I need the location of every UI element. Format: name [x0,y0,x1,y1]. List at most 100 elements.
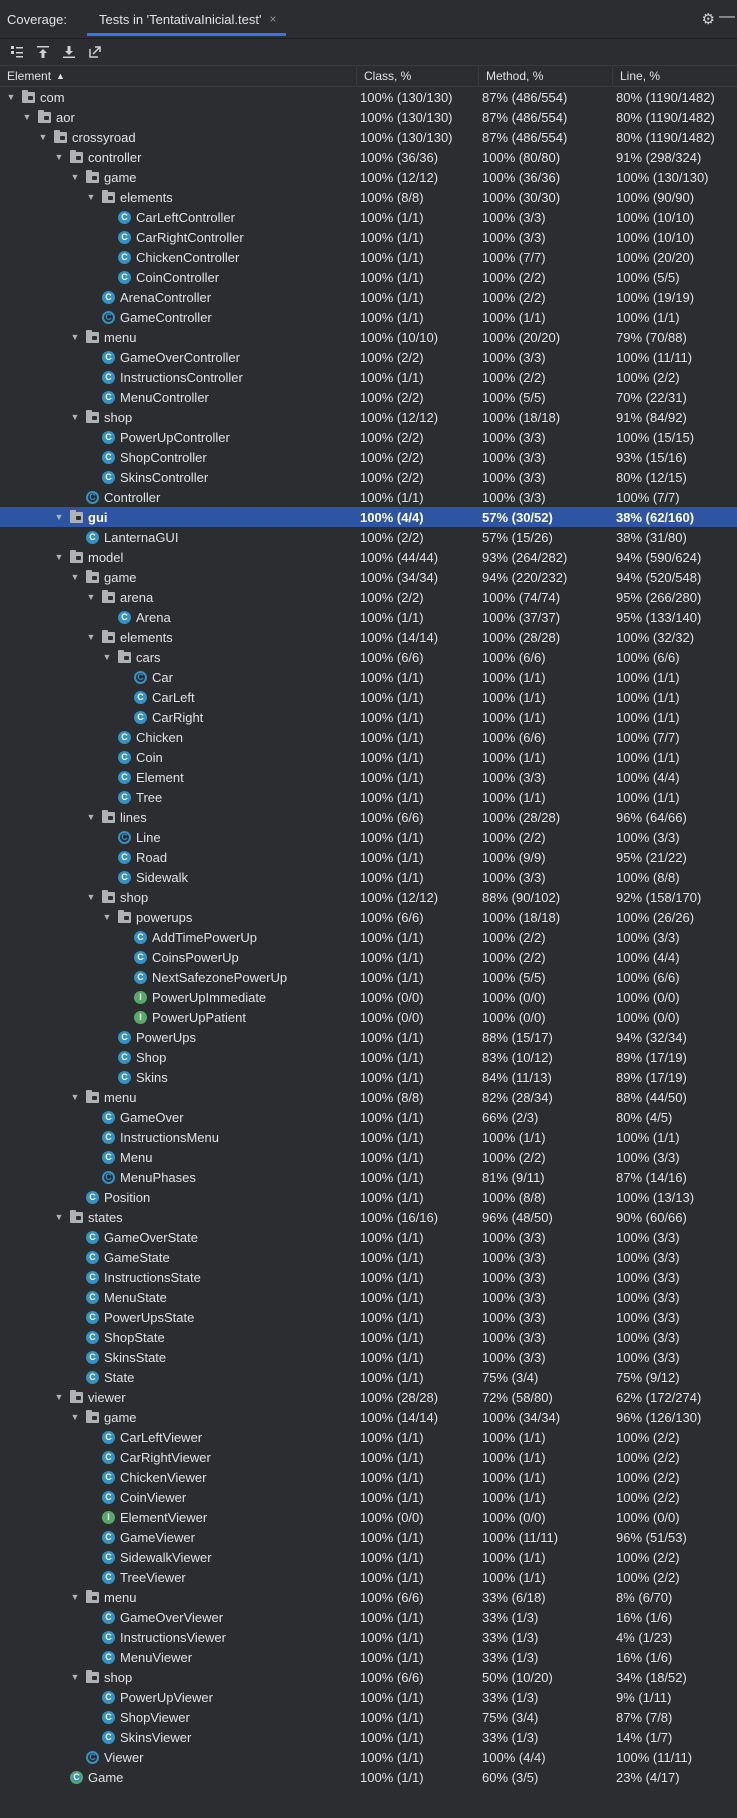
chevron-down-icon[interactable]: ▼ [102,912,112,922]
chevron-down-icon[interactable]: ▼ [54,1392,64,1402]
table-row[interactable]: ▼ menu 100% (6/6) 33% (6/18) 8% (6/70) [0,1587,737,1607]
chevron-down-icon[interactable]: ▼ [86,812,96,822]
table-row[interactable]: ▼ arena 100% (2/2) 100% (74/74) 95% (266/280… [0,587,737,607]
table-row[interactable]: ▼ powerups 100% (6/6) 100% (18/18) 100% (26/… [0,907,737,927]
column-header-class[interactable]: Class, % [357,66,479,86]
close-icon[interactable]: × [269,12,277,26]
chevron-down-icon[interactable]: ▼ [54,1212,64,1222]
table-row[interactable]: ▼ shop 100% (6/6) 50% (10/20) 34% (18/52) [0,1667,737,1687]
navigate-from-source-icon[interactable] [34,43,52,61]
table-row[interactable]: ▼ crossyroad 100% (130/130) 87% (486/554) 80… [0,127,737,147]
chevron-down-icon[interactable]: ▼ [70,412,80,422]
table-row[interactable]: ▼ com 100% (130/130) 87% (486/554) 80% (1190… [0,87,737,107]
table-row[interactable]: ▼ game 100% (14/14) 100% (34/34) 96% (126/13… [0,1407,737,1427]
table-row[interactable]: ▼ viewer 100% (28/28) 72% (58/80) 62% (172/2… [0,1387,737,1407]
chevron-down-icon[interactable]: ▼ [54,512,64,522]
chevron-down-icon[interactable]: ▼ [70,1592,80,1602]
gear-icon[interactable]: ⚙ [701,11,715,28]
chevron-down-icon[interactable]: ▼ [102,652,112,662]
table-row[interactable]: ▼ cars 100% (6/6) 100% (6/6) 100% (6/6) [0,647,737,667]
chevron-down-icon[interactable]: ▼ [70,1092,80,1102]
table-row[interactable]: ▼ menu 100% (8/8) 82% (28/34) 88% (44/50) [0,1087,737,1107]
table-row[interactable]: ▼ gui 100% (4/4) 57% (30/52) 38% (62/160) [0,507,737,527]
table-row[interactable]: ▼ model 100% (44/44) 93% (264/282) 94% (590/… [0,547,737,567]
table-row[interactable]: ▼ states 100% (16/16) 96% (48/50) 90% (60/66… [0,1207,737,1227]
chevron-down-icon[interactable]: ▼ [6,92,16,102]
chevron-down-icon[interactable]: ▼ [70,332,80,342]
navigate-to-source-icon[interactable] [60,43,78,61]
table-row[interactable]: ▼ elements 100% (8/8) 100% (30/30) 100% (90/… [0,187,737,207]
table-row[interactable]: ▼ game 100% (34/34) 94% (220/232) 94% (520/5… [0,567,737,587]
chevron-down-icon[interactable]: ▼ [86,592,96,602]
column-header-line[interactable]: Line, % [620,69,661,83]
minimize-icon[interactable]: — [719,8,735,25]
chevron-down-icon[interactable]: ▼ [70,172,80,182]
table-row[interactable]: ▼ shop 100% (12/12) 100% (18/18) 91% (84/92) [0,407,737,427]
column-header-element[interactable]: Element ▲ [0,66,357,86]
table-row[interactable]: ▼ game 100% (12/12) 100% (36/36) 100% (130/1… [0,167,737,187]
table-row[interactable]: ▼ controller 100% (36/36) 100% (80/80) 91% (… [0,147,737,167]
table-row[interactable]: ▼ menu 100% (10/10) 100% (20/20) 79% (70/88) [0,327,737,347]
chevron-down-icon[interactable]: ▼ [86,192,96,202]
chevron-down-icon[interactable]: ▼ [54,152,64,162]
chevron-down-icon[interactable]: ▼ [70,1672,80,1682]
flatten-packages-icon[interactable] [8,43,26,61]
chevron-down-icon[interactable]: ▼ [22,112,32,122]
chevron-down-icon[interactable]: ▼ [54,552,64,562]
chevron-down-icon[interactable]: ▼ [70,572,80,582]
chevron-down-icon[interactable]: ▼ [70,1412,80,1422]
chevron-down-icon[interactable]: ▼ [86,892,96,902]
